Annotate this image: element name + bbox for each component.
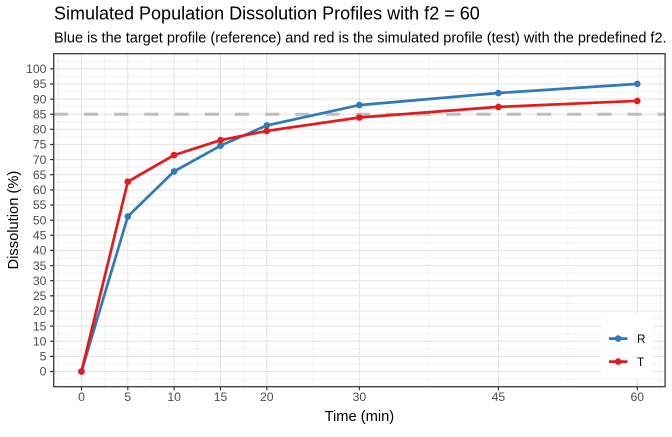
svg-text:30: 30	[353, 390, 367, 404]
svg-text:5: 5	[40, 350, 47, 364]
svg-text:10: 10	[33, 334, 47, 348]
svg-text:70: 70	[33, 153, 47, 167]
svg-text:Blue is the target profile (re: Blue is the target profile (reference) a…	[54, 31, 667, 47]
svg-text:80: 80	[33, 123, 47, 137]
svg-text:0: 0	[78, 390, 85, 404]
svg-text:75: 75	[33, 138, 47, 152]
svg-text:30: 30	[33, 274, 47, 288]
svg-text:100: 100	[26, 62, 47, 76]
svg-text:20: 20	[260, 390, 274, 404]
svg-text:Dissolution (%): Dissolution (%)	[6, 171, 22, 270]
svg-text:85: 85	[33, 107, 47, 121]
svg-text:90: 90	[33, 92, 47, 106]
svg-text:15: 15	[214, 390, 228, 404]
svg-text:45: 45	[33, 229, 47, 243]
svg-text:0: 0	[40, 365, 47, 379]
svg-text:60: 60	[33, 183, 47, 197]
svg-text:10: 10	[167, 390, 181, 404]
svg-text:60: 60	[631, 390, 645, 404]
svg-text:5: 5	[124, 390, 131, 404]
svg-text:25: 25	[33, 289, 47, 303]
svg-text:R: R	[637, 333, 645, 346]
svg-text:T: T	[637, 356, 644, 369]
svg-text:15: 15	[33, 319, 47, 333]
svg-text:Simulated Population Dissoluti: Simulated Population Dissolution Profile…	[54, 4, 480, 24]
svg-text:Time (min): Time (min)	[325, 409, 395, 425]
svg-text:45: 45	[492, 390, 506, 404]
svg-text:55: 55	[33, 198, 47, 212]
svg-text:95: 95	[33, 77, 47, 91]
svg-text:20: 20	[33, 304, 47, 318]
svg-text:65: 65	[33, 168, 47, 182]
svg-text:50: 50	[33, 213, 47, 227]
svg-text:40: 40	[33, 244, 47, 258]
svg-text:35: 35	[33, 259, 47, 273]
